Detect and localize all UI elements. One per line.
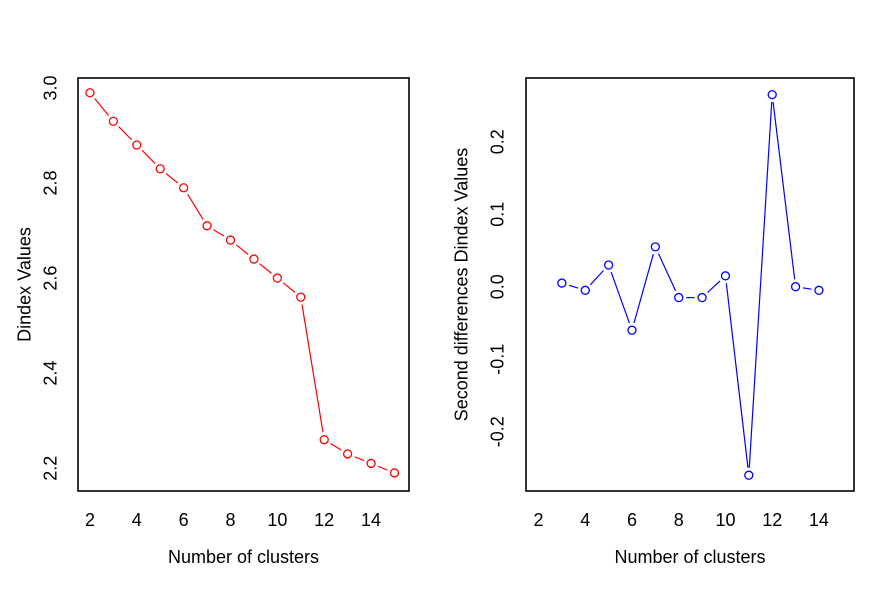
- line-segment: [725, 283, 749, 468]
- data-point: [342, 449, 353, 459]
- data-point: [249, 254, 259, 264]
- data-point: [580, 285, 590, 295]
- x-tick-label: 10: [267, 510, 287, 530]
- line-segment: [213, 229, 225, 237]
- x-axis-label: Number of clusters: [614, 547, 765, 567]
- line-segment: [568, 284, 579, 289]
- line-segment: [633, 253, 654, 324]
- x-tick-label: 12: [314, 510, 334, 530]
- y-axis-label: Second differences Dindex Values: [451, 148, 471, 422]
- x-tick-label: 14: [361, 510, 381, 530]
- line-segment: [118, 126, 132, 141]
- y-tick-label: 0.0: [487, 274, 507, 299]
- y-tick-label: -0.1: [487, 344, 507, 375]
- line-segment: [259, 263, 272, 274]
- y-tick-label: 3.0: [40, 75, 60, 100]
- y-tick-label: 2.2: [40, 456, 60, 481]
- data-point: [814, 285, 824, 295]
- line-segment: [610, 271, 631, 324]
- data-point: [389, 468, 400, 478]
- data-point: [744, 470, 754, 480]
- line-segment: [141, 149, 156, 164]
- line-segment: [802, 287, 812, 290]
- x-tick-label: 6: [179, 510, 189, 530]
- data-point: [272, 273, 282, 283]
- x-tick-label: 2: [533, 510, 543, 530]
- data-point: [155, 164, 165, 174]
- x-tick-label: 4: [580, 510, 590, 530]
- y-axis-label: Dindex Values: [14, 227, 34, 342]
- data-point: [767, 89, 777, 100]
- data-point: [319, 435, 329, 445]
- plot-box: [77, 77, 410, 492]
- line-segment: [282, 282, 296, 293]
- data-point: [697, 292, 707, 303]
- x-axis-label: Number of clusters: [168, 547, 319, 567]
- data-point: [296, 292, 306, 302]
- line-segment: [330, 443, 342, 451]
- data-point: [366, 458, 376, 469]
- line-segment: [235, 244, 249, 255]
- data-point: [202, 221, 212, 231]
- y-tick-label: 2.8: [40, 171, 60, 196]
- dindex-plot-panel: 2 4 6 8 10 12 14 2.2 2.4 2.6 2.8 3.0 Number of clust…: [14, 75, 410, 567]
- line-segment: [748, 102, 773, 468]
- line-segment: [589, 270, 604, 286]
- data-point: [132, 140, 142, 150]
- data-point: [720, 271, 731, 281]
- data-point: [85, 88, 95, 98]
- x-tick-label: 8: [225, 510, 235, 530]
- x-tick-label: 2: [85, 510, 95, 530]
- line-segment: [94, 98, 110, 116]
- data-point: [178, 183, 189, 193]
- x-tick-label: 10: [715, 510, 735, 530]
- plot-box: [525, 77, 855, 492]
- y-tick-label: 2.6: [40, 266, 60, 291]
- y-tick-label: -0.2: [487, 416, 507, 447]
- data-point: [557, 278, 567, 288]
- line-segment: [377, 465, 388, 471]
- line-segment: [707, 280, 721, 293]
- line-segment: [354, 456, 365, 462]
- y-tick-label: 2.4: [40, 361, 60, 386]
- x-tick-label: 8: [674, 510, 684, 530]
- x-tick-label: 14: [809, 510, 829, 530]
- line-segment: [657, 253, 677, 292]
- y-tick-label: 0.2: [487, 129, 507, 154]
- x-tick-label: 12: [762, 510, 782, 530]
- line-segment: [187, 193, 204, 220]
- data-point: [674, 292, 684, 303]
- data-point: [790, 282, 801, 292]
- line-segment: [772, 101, 796, 280]
- second-differences-plot-panel: 2 4 6 8 10 12 14 -0.2 -0.1 0.0 0.1 0.2 Number of clu…: [451, 77, 855, 567]
- data-point: [627, 325, 637, 335]
- y-tick-label: 0.1: [487, 202, 507, 227]
- data-point: [603, 260, 614, 270]
- line-segment: [165, 173, 179, 184]
- line-segment: [301, 304, 324, 433]
- x-tick-label: 4: [132, 510, 142, 530]
- data-point: [108, 116, 119, 126]
- x-tick-label: 6: [627, 510, 637, 530]
- data-point: [225, 235, 236, 245]
- data-point: [650, 242, 661, 252]
